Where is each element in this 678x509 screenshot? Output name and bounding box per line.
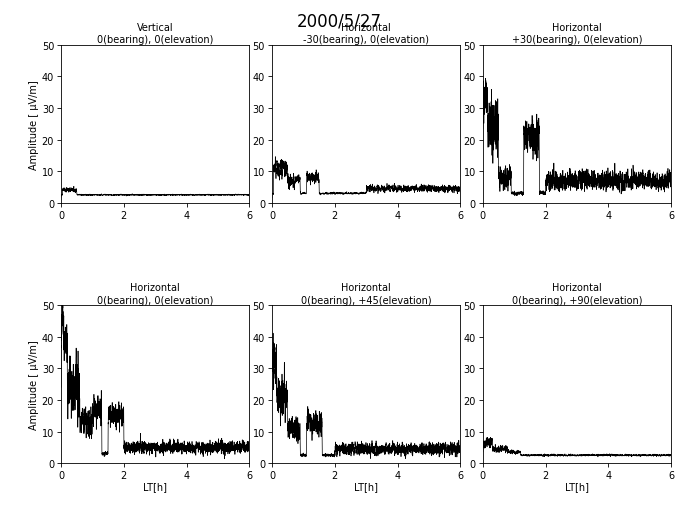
Title: Vertical
0(bearing), 0(elevation): Vertical 0(bearing), 0(elevation) (97, 23, 214, 45)
X-axis label: LT[h]: LT[h] (143, 482, 167, 492)
Title: Horizontal
0(bearing), +45(elevation): Horizontal 0(bearing), +45(elevation) (301, 282, 431, 305)
Title: Horizontal
0(bearing), 0(elevation): Horizontal 0(bearing), 0(elevation) (97, 282, 214, 305)
X-axis label: LT[h]: LT[h] (354, 482, 378, 492)
Title: Horizontal
+30(bearing), 0(elevation): Horizontal +30(bearing), 0(elevation) (512, 23, 642, 45)
Y-axis label: Amplitude [ μV/m]: Amplitude [ μV/m] (29, 80, 39, 169)
Title: Horizontal
0(bearing), +90(elevation): Horizontal 0(bearing), +90(elevation) (512, 282, 642, 305)
X-axis label: LT[h]: LT[h] (565, 482, 589, 492)
Title: Horizontal
-30(bearing), 0(elevation): Horizontal -30(bearing), 0(elevation) (303, 23, 429, 45)
Y-axis label: Amplitude [ μV/m]: Amplitude [ μV/m] (29, 340, 39, 429)
Text: 2000/5/27: 2000/5/27 (296, 13, 382, 31)
